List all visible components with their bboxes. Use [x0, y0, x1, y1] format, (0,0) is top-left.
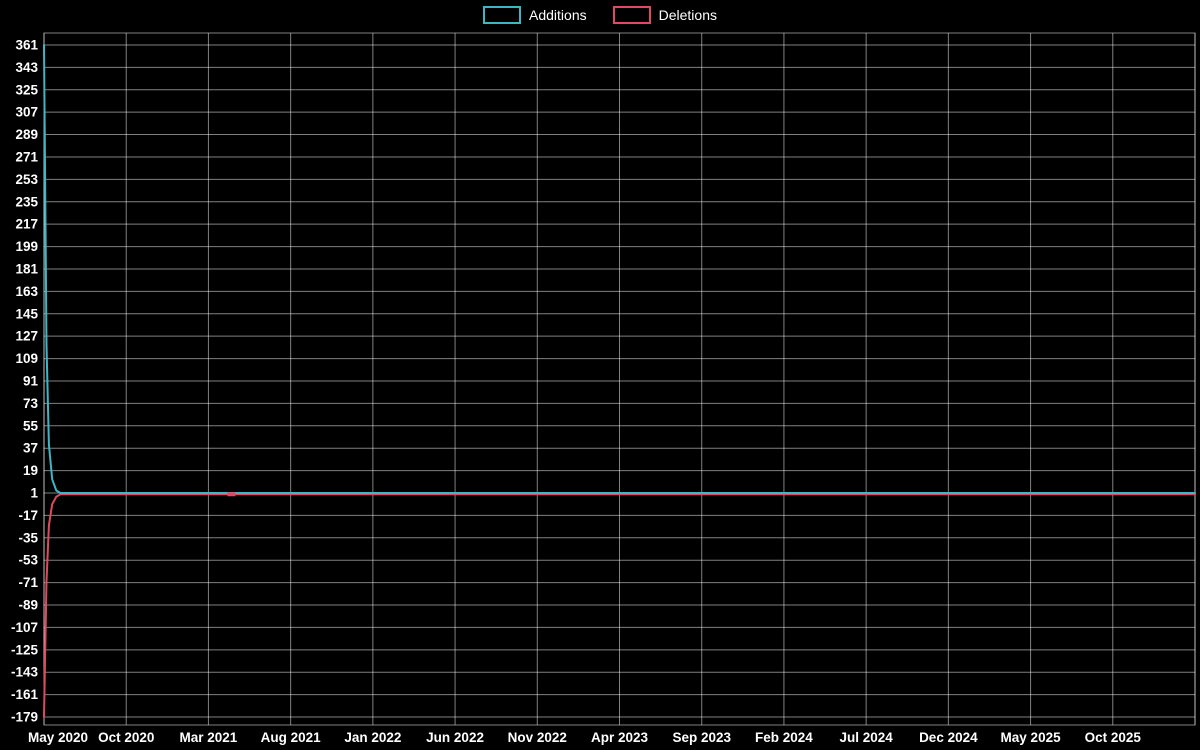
y-tick-label: 361	[15, 37, 38, 52]
additions-legend-label: Additions	[529, 7, 587, 23]
x-tick-label: Feb 2024	[755, 730, 813, 745]
y-tick-label: -71	[18, 575, 38, 590]
x-tick-label: Mar 2021	[180, 730, 238, 745]
x-tick-label: Jul 2024	[839, 730, 893, 745]
x-tick-label: May 2020	[28, 730, 88, 745]
y-tick-label: -17	[18, 508, 38, 523]
y-tick-label: 271	[15, 149, 38, 164]
y-tick-label: -161	[11, 687, 39, 702]
y-tick-label: 289	[15, 127, 38, 142]
y-tick-label: 73	[23, 396, 39, 411]
x-tick-label: Apr 2023	[591, 730, 649, 745]
y-tick-label: 1	[30, 486, 38, 501]
deletions-swatch-icon	[612, 6, 651, 24]
y-tick-label: 37	[23, 441, 38, 456]
y-tick-label: -53	[18, 553, 38, 568]
y-tick-label: 199	[15, 239, 38, 254]
y-tick-label: 181	[15, 261, 38, 276]
additions-swatch-icon	[483, 6, 522, 24]
y-tick-label: -179	[11, 710, 38, 725]
y-tick-label: 217	[15, 217, 38, 232]
additions-line[interactable]	[43, 43, 1196, 494]
plot-border	[43, 32, 1196, 726]
x-tick-label: Sep 2023	[672, 730, 731, 745]
y-tick-label: 127	[15, 329, 38, 344]
y-tick-label: -143	[11, 665, 39, 680]
y-tick-label: 235	[15, 194, 38, 209]
x-tick-label: Jun 2022	[426, 730, 484, 745]
y-tick-label: 55	[23, 418, 39, 433]
y-tick-label: 91	[23, 373, 39, 388]
legend-item-deletions[interactable]: Deletions	[612, 6, 717, 24]
legend-item-additions[interactable]: Additions	[483, 6, 587, 24]
x-tick-label: Nov 2022	[508, 730, 567, 745]
x-tick-label: May 2025	[1001, 730, 1062, 745]
x-tick-label: Oct 2025	[1085, 730, 1142, 745]
y-tick-label: 163	[15, 284, 38, 299]
x-tick-label: Aug 2021	[261, 730, 322, 745]
y-tick-label: 109	[15, 351, 38, 366]
y-tick-label: 145	[15, 306, 38, 321]
y-tick-label: 343	[15, 60, 38, 75]
y-tick-label: -89	[18, 598, 38, 613]
deletions-legend-label: Deletions	[658, 7, 717, 23]
y-tick-label: -125	[11, 642, 39, 657]
x-tick-label: Jan 2022	[344, 730, 401, 745]
y-tick-label: -107	[11, 620, 38, 635]
x-tick-label: Oct 2020	[98, 730, 154, 745]
chart-legend: Additions Deletions	[0, 6, 1200, 24]
y-tick-label: -35	[18, 530, 38, 545]
y-tick-label: 253	[15, 172, 38, 187]
y-tick-label: 19	[23, 463, 38, 478]
y-tick-label: 325	[15, 82, 38, 97]
deletions-line[interactable]	[43, 493, 1196, 718]
x-tick-label: Dec 2024	[919, 730, 978, 745]
y-tick-label: 307	[15, 105, 38, 120]
